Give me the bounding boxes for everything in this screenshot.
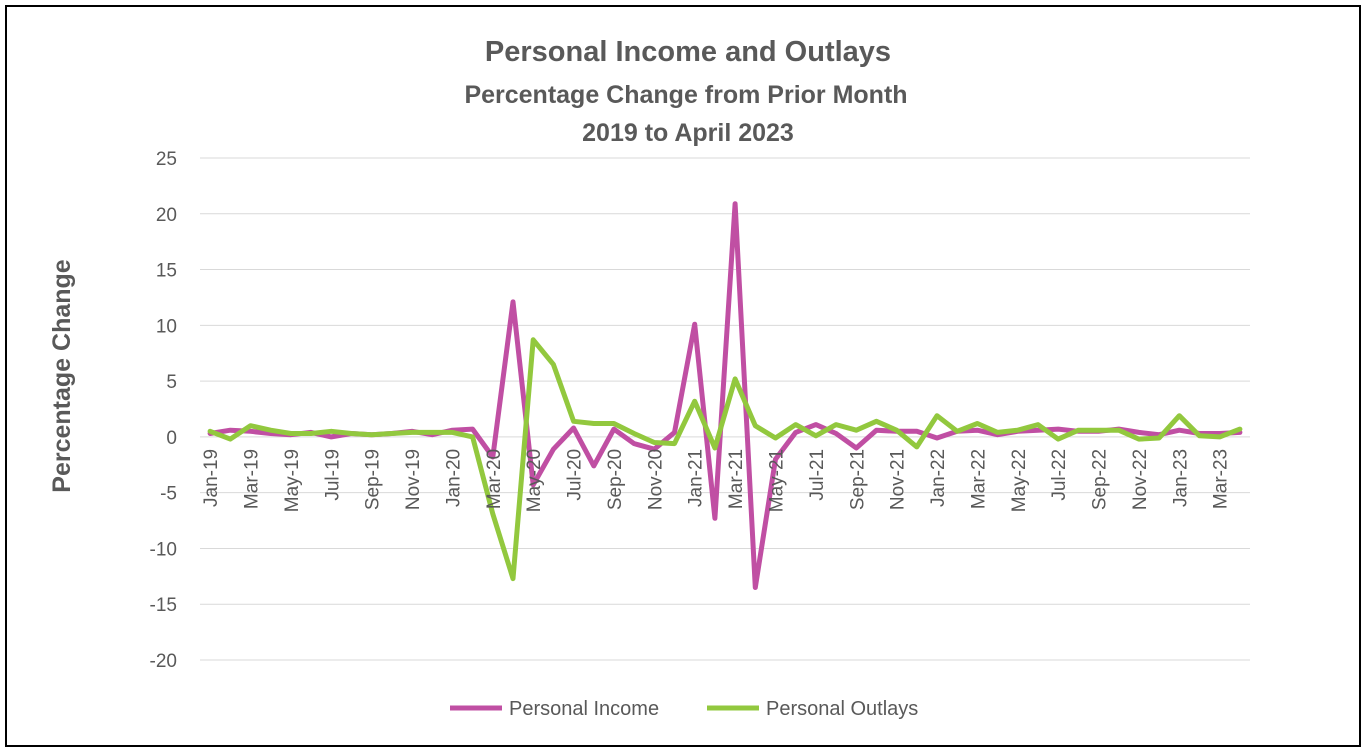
- x-tick-label: Jan-20: [443, 449, 464, 507]
- x-tick-label: Sep-20: [605, 449, 626, 510]
- chart-subtitle-line-1: Percentage Change from Prior Month: [464, 81, 907, 109]
- x-tick-label: Jul-20: [565, 449, 586, 501]
- y-tick-labels: 25 20 15 10 5 0 -5 -10 -15 -20: [150, 149, 177, 672]
- gridlines: [200, 157, 1250, 661]
- y-tick-label: -5: [160, 484, 177, 505]
- x-tick-label: Jan-19: [201, 449, 222, 507]
- x-tick-labels: Jan-19 Mar-19 May-19 Jul-19 Sep-19 Nov-19 Jan-…: [201, 449, 1232, 512]
- x-tick-label: Nov-20: [645, 449, 666, 510]
- x-tick-label: Jan-22: [928, 449, 949, 507]
- y-tick-label: 0: [166, 428, 177, 449]
- y-tick-label: -20: [150, 651, 177, 672]
- chart-subtitle-line-2: 2019 to April 2023: [582, 119, 794, 147]
- x-tick-label: Nov-22: [1130, 449, 1151, 510]
- y-tick-label: -10: [150, 539, 177, 560]
- x-tick-label: May-20: [524, 449, 545, 512]
- series-line-personal-outlays: [207, 337, 1243, 582]
- series-line-personal-income: [207, 201, 1243, 590]
- x-tick-label: Jul-22: [1049, 449, 1070, 501]
- series-lines: [207, 201, 1243, 590]
- y-tick-label: 20: [156, 205, 177, 226]
- y-tick-label: 25: [156, 149, 177, 170]
- x-tick-label: May-22: [1009, 449, 1030, 512]
- x-tick-label: Nov-21: [888, 449, 909, 510]
- legend: Personal Income Personal Outlays: [450, 698, 918, 720]
- x-tick-label: Mar-22: [968, 449, 989, 509]
- x-tick-label: Jan-21: [686, 449, 707, 507]
- y-tick-label: 15: [156, 261, 177, 282]
- x-tick-label: Jul-21: [807, 449, 828, 501]
- x-tick-label: Mar-19: [242, 449, 263, 509]
- x-tick-label: Nov-19: [403, 449, 424, 510]
- y-tick-label: 5: [166, 372, 177, 393]
- x-tick-label: May-19: [282, 449, 303, 512]
- x-tick-label: Jul-19: [322, 449, 343, 501]
- y-tick-label: 10: [156, 316, 177, 337]
- x-tick-label: Mar-20: [484, 449, 505, 509]
- x-tick-label: Sep-21: [847, 449, 868, 510]
- x-tick-label: Sep-22: [1090, 449, 1111, 510]
- x-tick-label: Mar-23: [1211, 449, 1232, 509]
- x-tick-label: Mar-21: [726, 449, 747, 509]
- chart-title: Personal Income and Outlays: [485, 36, 891, 68]
- legend-label-personal-outlays: Personal Outlays: [766, 698, 918, 720]
- legend-label-personal-income: Personal Income: [509, 698, 659, 720]
- x-tick-label: May-21: [767, 449, 788, 512]
- x-tick-label: Jan-23: [1170, 449, 1191, 507]
- y-axis-label: Percentage Change: [48, 259, 76, 493]
- x-tick-label: Sep-19: [363, 449, 384, 510]
- y-tick-label: -15: [150, 595, 177, 616]
